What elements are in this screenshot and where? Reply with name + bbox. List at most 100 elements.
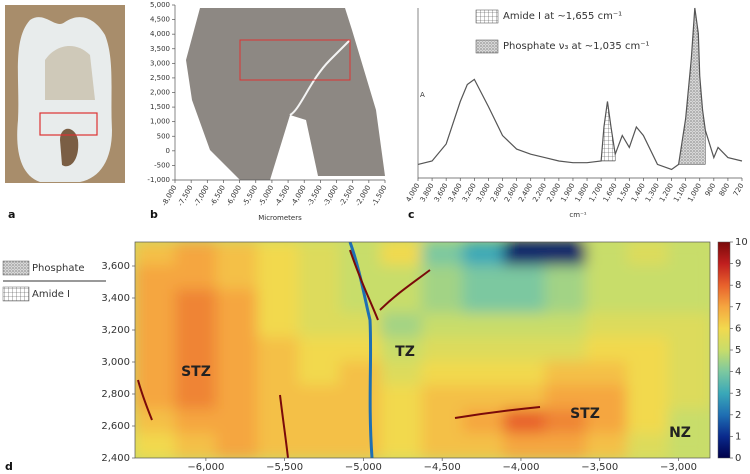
legend-swatch bbox=[475, 9, 499, 24]
x-tick-label: -1,500 bbox=[370, 184, 388, 208]
heatmap-cell bbox=[421, 361, 465, 387]
heatmap-cell bbox=[462, 313, 506, 339]
heatmap-cell bbox=[216, 361, 260, 387]
heatmap-cell bbox=[421, 433, 465, 458]
heatmap-cell bbox=[298, 313, 342, 339]
heatmap-cell bbox=[585, 313, 629, 339]
colorbar-tick-label: 0 bbox=[735, 453, 741, 464]
y-tick-label: 3,000 bbox=[150, 59, 170, 67]
heatmap-cell bbox=[257, 385, 301, 411]
x-tick-label: −5,000 bbox=[345, 462, 382, 473]
colorbar-tick-label: 8 bbox=[735, 280, 741, 291]
heatmap-cell bbox=[135, 265, 178, 291]
heatmap-cell bbox=[135, 242, 178, 267]
x-axis-label: Micrometers bbox=[258, 214, 302, 222]
heatmap-cell bbox=[626, 313, 670, 339]
heatmap-cell bbox=[626, 337, 670, 363]
heatmap-cell bbox=[667, 385, 710, 411]
plot-frame bbox=[134, 241, 711, 459]
heatmap-cell bbox=[421, 385, 465, 411]
y-tick-label: -500 bbox=[154, 161, 170, 169]
heatmap-cell bbox=[216, 289, 260, 315]
x-tick-label: 800 bbox=[718, 182, 732, 198]
heatmap-cell bbox=[298, 289, 342, 315]
heatmap-cell bbox=[626, 289, 670, 315]
colorbar-tick-label: 6 bbox=[735, 323, 741, 334]
heatmap-cell bbox=[339, 337, 383, 363]
legend-label: Phosphate bbox=[32, 263, 85, 274]
heatmap-cell bbox=[421, 289, 465, 315]
panel-label: b bbox=[150, 208, 158, 221]
y-tick-label: 500 bbox=[157, 132, 170, 140]
spectrum-line bbox=[417, 7, 743, 171]
heatmap-cell bbox=[380, 433, 424, 458]
heatmap-cell bbox=[421, 337, 465, 363]
heatmap-cell bbox=[626, 242, 670, 267]
heatmap-cell bbox=[257, 242, 301, 267]
heatmap-cell bbox=[298, 265, 342, 291]
heatmap-cell bbox=[216, 409, 260, 435]
heatmap-cell bbox=[380, 409, 424, 435]
zone-label: STZ bbox=[570, 406, 600, 422]
colorbar-tick-label: 10 bbox=[735, 237, 748, 248]
y-axis-label: A bbox=[420, 91, 425, 99]
heatmap-cell bbox=[339, 289, 383, 315]
x-tick-label: −3,500 bbox=[581, 462, 618, 473]
colorbar-tick-label: 7 bbox=[735, 302, 741, 313]
heatmap-cell bbox=[503, 242, 547, 267]
heatmap-cell bbox=[462, 385, 506, 411]
heatmap-cell bbox=[544, 409, 588, 435]
heatmap-cell bbox=[626, 265, 670, 291]
y-tick-label: 2,000 bbox=[150, 89, 170, 97]
y-tick-label: 1,500 bbox=[150, 103, 170, 111]
heatmap-cell bbox=[216, 265, 260, 291]
heatmap-cell bbox=[462, 242, 506, 267]
x-tick-label: 1,000 bbox=[686, 182, 703, 203]
heatmap-cell bbox=[585, 385, 629, 411]
legend-swatch bbox=[475, 39, 499, 54]
heatmap-cell bbox=[298, 361, 342, 387]
heatmap-cell bbox=[339, 242, 383, 267]
zone-label: TZ bbox=[395, 344, 415, 360]
heatmap bbox=[135, 242, 710, 458]
heatmap-cell bbox=[421, 313, 465, 339]
legend-label: Phosphate ν₃ at ~1,035 cm⁻¹ bbox=[503, 41, 649, 52]
colorbar-tick-label: 2 bbox=[735, 410, 741, 421]
heatmap-cell bbox=[298, 433, 342, 458]
heatmap-cell bbox=[257, 337, 301, 363]
colorbar bbox=[717, 241, 731, 459]
y-tick-label: 2,800 bbox=[101, 389, 130, 400]
heatmap-cell bbox=[585, 409, 629, 435]
panel-label: a bbox=[8, 208, 15, 221]
heatmap-cell bbox=[544, 265, 588, 291]
heatmap-cell bbox=[298, 242, 342, 267]
heatmap-cell bbox=[585, 337, 629, 363]
heatmap-cell bbox=[175, 409, 219, 435]
panel-label: c bbox=[408, 208, 415, 221]
heatmap-cell bbox=[380, 265, 424, 291]
heatmap-cell bbox=[421, 409, 465, 435]
heatmap-cell bbox=[585, 289, 629, 315]
heatmap-cell bbox=[544, 289, 588, 315]
heatmap-cell bbox=[626, 361, 670, 387]
x-tick-label: −4,500 bbox=[424, 462, 461, 473]
heatmap-cell bbox=[544, 433, 588, 458]
heatmap-cell bbox=[380, 385, 424, 411]
heatmap-cell bbox=[175, 242, 219, 267]
heatmap-cell bbox=[257, 289, 301, 315]
heatmap-cell bbox=[135, 337, 178, 363]
heatmap-cell bbox=[380, 361, 424, 387]
heatmap-cell bbox=[339, 385, 383, 411]
heatmap-cell bbox=[339, 409, 383, 435]
x-tick-label: 900 bbox=[704, 182, 718, 198]
y-tick-label: 3,500 bbox=[150, 45, 170, 53]
y-tick-label: -1,000 bbox=[147, 176, 170, 184]
heatmap-cell bbox=[421, 242, 465, 267]
y-tick-label: 3,400 bbox=[101, 293, 130, 304]
y-tick-label: 4,500 bbox=[150, 16, 170, 24]
heatmap-cell bbox=[135, 409, 178, 435]
zone-label: NZ bbox=[669, 425, 691, 441]
heatmap-cell bbox=[257, 361, 301, 387]
y-tick-label: 1,000 bbox=[150, 118, 170, 126]
